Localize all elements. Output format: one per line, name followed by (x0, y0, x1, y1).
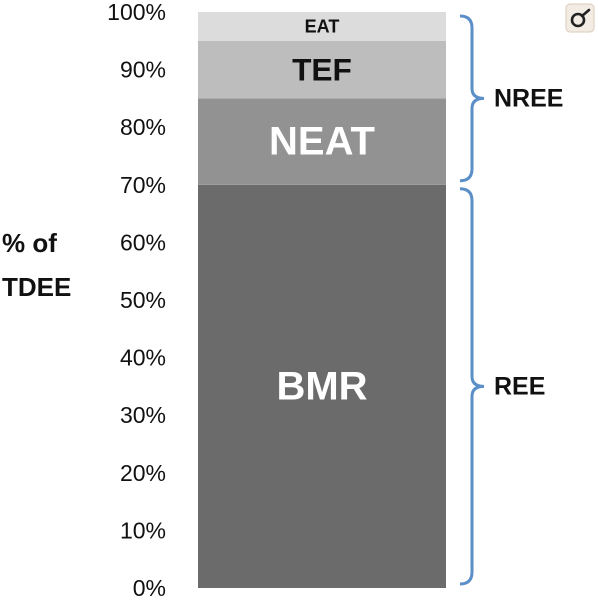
y-tick-label-70: 70% (120, 172, 166, 198)
group-label-ree: REE (494, 372, 545, 400)
segment-tef (198, 40, 446, 99)
y-tick-label-80: 80% (120, 114, 166, 140)
segment-neat (198, 98, 446, 185)
bracket-ree (459, 187, 485, 586)
y-tick-label-0: 0% (133, 575, 166, 601)
segment-label-neat: NEAT (269, 120, 375, 164)
y-tick-label-40: 40% (120, 345, 166, 371)
pin-icon[interactable] (565, 3, 595, 33)
segment-label-bmr: BMR (276, 364, 367, 408)
y-tick-label-60: 60% (120, 229, 166, 255)
y-axis-label-line-2: TDEE (2, 272, 71, 302)
segment-eat (198, 12, 446, 41)
segment-label-eat: EAT (305, 16, 340, 36)
bracket-nree (459, 14, 485, 183)
group-label-nree: NREE (494, 84, 563, 112)
y-tick-label-20: 20% (120, 460, 166, 486)
segment-label-tef: TEF (292, 52, 352, 88)
y-tick-label-10: 10% (120, 517, 166, 543)
y-axis-label-line-1: % of (2, 228, 57, 258)
y-tick-label-50: 50% (120, 287, 166, 313)
y-tick-label-100: 100% (107, 0, 166, 25)
y-tick-label-30: 30% (120, 402, 166, 428)
y-tick-label-90: 90% (120, 57, 166, 83)
segment-bmr (198, 184, 446, 589)
